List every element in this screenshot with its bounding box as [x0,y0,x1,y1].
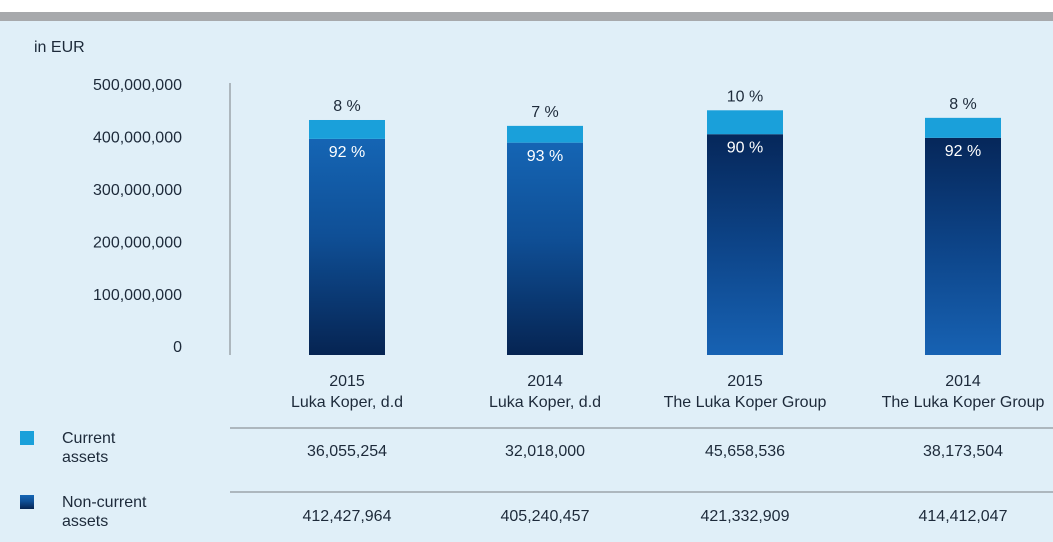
x-tick-label: 2014 [527,373,563,390]
y-tick-label: 0 [173,339,182,356]
x-tick-sublabel: The Luka Koper Group [664,394,827,411]
unit-label: in EUR [34,39,85,56]
percent-label: 90 % [727,139,763,156]
table-value: 412,427,964 [303,508,392,525]
bar-segment [925,117,1001,138]
x-tick-label: 2015 [727,373,763,390]
y-tick-label: 100,000,000 [93,287,182,304]
table-value: 405,240,457 [501,508,590,525]
x-tick-label: 2014 [945,373,981,390]
legend-label: Non-current assets [62,494,147,530]
table-value: 421,332,909 [701,508,790,525]
y-tick-label: 500,000,000 [93,77,182,94]
bar-segment [309,119,385,139]
percent-label: 8 % [949,96,977,113]
x-tick-sublabel: Luka Koper, d.d [489,394,601,411]
percent-label: 8 % [333,98,361,115]
percent-label: 93 % [527,148,563,165]
legend-label: Current assets [62,430,116,466]
y-tick-label: 300,000,000 [93,182,182,199]
bar-segment [707,110,783,135]
top-bar [0,12,1053,21]
table-value: 32,018,000 [505,443,585,460]
legend-swatch [20,495,34,509]
bar-segment [507,142,583,355]
bar-segment [925,137,1001,355]
table-value: 38,173,504 [923,443,1003,460]
table-value: 36,055,254 [307,443,387,460]
y-tick-label: 200,000,000 [93,234,182,251]
y-tick-label: 400,000,000 [93,130,182,147]
bar-segment [507,125,583,143]
table-value: 45,658,536 [705,443,785,460]
percent-label: 92 % [329,144,365,161]
bar-segment [707,134,783,355]
x-tick-sublabel: Luka Koper, d.d [291,394,403,411]
x-tick-sublabel: The Luka Koper Group [882,394,1045,411]
legend-swatch [20,431,34,445]
percent-label: 92 % [945,143,981,160]
table-value: 414,412,047 [919,508,1008,525]
percent-label: 7 % [531,104,559,121]
x-tick-label: 2015 [329,373,365,390]
bar-segment [309,138,385,355]
percent-label: 10 % [727,89,763,106]
